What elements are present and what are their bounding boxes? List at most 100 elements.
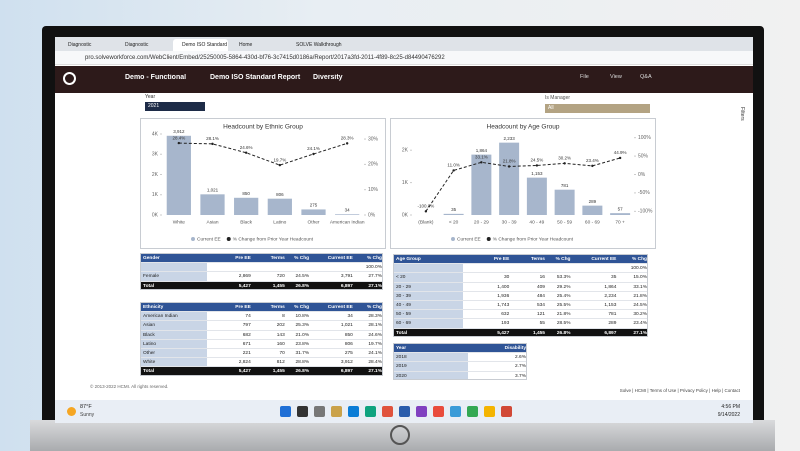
bar-label: 806 bbox=[276, 192, 284, 197]
table-cell bbox=[462, 264, 512, 274]
temperature: 87°F bbox=[80, 404, 92, 410]
table-cell bbox=[286, 263, 312, 273]
taskbar-icon bbox=[450, 406, 461, 417]
table-cell: White bbox=[141, 358, 207, 368]
x-tick-label: < 20 bbox=[449, 219, 459, 225]
table-cell: 2.7% bbox=[467, 362, 526, 372]
table-cell: 24.5% bbox=[618, 301, 647, 311]
table-cell: 682 bbox=[206, 330, 253, 340]
point-label: 23.4% bbox=[586, 158, 599, 163]
bar-label: 2,233 bbox=[503, 136, 515, 141]
bar-label: 34 bbox=[345, 207, 351, 212]
table-cell: 28.3% bbox=[354, 312, 382, 322]
table-cell: 10.8% bbox=[286, 312, 312, 322]
legend-swatch bbox=[451, 237, 455, 241]
table-cell: 29.2% bbox=[547, 282, 573, 292]
table-cell: 1,455 bbox=[252, 367, 287, 375]
table-cell: 50 - 59 bbox=[394, 310, 463, 320]
line-point bbox=[480, 161, 483, 164]
table-cell: 24.1% bbox=[354, 349, 382, 359]
legend-label: % Change from Prior Year Headcount bbox=[233, 236, 314, 242]
bar bbox=[301, 209, 326, 215]
year-dropdown[interactable]: 2021 bbox=[145, 102, 205, 111]
line-point bbox=[535, 164, 539, 167]
menu-item[interactable]: Q&A bbox=[640, 74, 652, 80]
menu-item[interactable]: File bbox=[580, 74, 589, 80]
table-header: % Chg bbox=[354, 303, 382, 313]
bar bbox=[610, 213, 631, 215]
point-label: 30.2% bbox=[558, 156, 571, 161]
bar bbox=[526, 177, 547, 215]
table-cell: 70 bbox=[252, 349, 287, 359]
table-cell: 30.2% bbox=[618, 310, 647, 320]
y2-tick-label: 20% bbox=[368, 162, 379, 168]
table-cell: 6,897 bbox=[311, 367, 355, 375]
chart-title: Headcount by Age Group bbox=[487, 124, 560, 131]
footer-links[interactable]: Solve | HCMI | Terms of Use | Privacy Po… bbox=[619, 388, 740, 393]
table-cell: 26.8% bbox=[547, 328, 573, 336]
taskbar-icon bbox=[365, 406, 376, 417]
table-cell: 16 bbox=[511, 273, 547, 283]
manager-dropdown[interactable]: All bbox=[545, 104, 650, 113]
legend-label: Current EE bbox=[457, 236, 481, 242]
line-point bbox=[618, 156, 622, 160]
browser-tab[interactable]: Demo ISO Standard Report bbox=[173, 39, 228, 51]
x-tick-label: 70 + bbox=[615, 219, 625, 225]
taskbar-icon bbox=[348, 406, 359, 417]
browser-tab[interactable]: Diagnostic bbox=[116, 39, 171, 51]
browser-tab[interactable]: Home bbox=[230, 39, 285, 51]
table-cell: 3.7% bbox=[467, 371, 526, 379]
browser-tab[interactable]: SOLVE Walkthrough Video bbox=[287, 39, 342, 51]
y-tick-label: 0K bbox=[152, 212, 159, 218]
table: Age Group Pre EE Terms% Chg Current EE% Chg… bbox=[393, 254, 648, 337]
chart-title: Headcount by Ethnic Group bbox=[223, 124, 303, 131]
table-cell bbox=[252, 263, 287, 273]
y2-tick-label: 0% bbox=[368, 212, 376, 218]
table-cell: 24.6% bbox=[354, 330, 382, 340]
table-cell bbox=[141, 263, 207, 273]
table-header: Pre EE bbox=[462, 255, 512, 265]
table: Ethnicity Pre EE Terms% Chg Current EE% Chg… bbox=[140, 302, 383, 376]
table-cell: 24.5% bbox=[286, 272, 312, 282]
table-cell: 21.0% bbox=[286, 330, 312, 340]
bar bbox=[499, 142, 520, 215]
x-tick-label: 50 - 59 bbox=[557, 219, 572, 225]
line-point bbox=[177, 141, 181, 145]
table-header: % Chg bbox=[547, 255, 573, 265]
table-cell: 2,824 bbox=[206, 358, 253, 368]
bar-label: 1,021 bbox=[207, 188, 219, 193]
y-tick-label: 4K bbox=[152, 131, 159, 137]
workspace[interactable]: Demo - Functional bbox=[125, 74, 187, 81]
bar-label: 35 bbox=[451, 207, 457, 212]
menu-item[interactable]: View bbox=[610, 74, 622, 80]
report-name[interactable]: Demo ISO Standard Report bbox=[210, 74, 301, 81]
page-name[interactable]: Diversity bbox=[313, 74, 343, 81]
line-point bbox=[312, 152, 315, 156]
table-cell: 2,234 bbox=[572, 291, 619, 301]
y-tick-label: 1K bbox=[152, 192, 159, 198]
url[interactable]: pro.solveworkforce.com/WebClient/Embed/2… bbox=[85, 55, 445, 61]
point-label: 28.3% bbox=[341, 136, 354, 141]
table-cell: 26.8% bbox=[286, 367, 312, 375]
table-cell: Other bbox=[141, 349, 207, 359]
table: Year Disability 2018 2.6% 2019 2.7% 2020 3.7% bbox=[393, 343, 527, 380]
bar bbox=[200, 194, 225, 215]
line-point bbox=[278, 163, 282, 167]
table-cell: 27.1% bbox=[618, 328, 647, 336]
table-cell: 5,427 bbox=[462, 328, 512, 336]
table-header: % Chg bbox=[354, 254, 382, 264]
filters-pane[interactable]: Filters bbox=[739, 107, 745, 121]
x-tick-label: Black bbox=[240, 219, 252, 225]
table-cell bbox=[311, 263, 355, 273]
table-cell: 3,912 bbox=[311, 358, 355, 368]
bar bbox=[267, 198, 292, 215]
table-cell: 193 bbox=[462, 319, 512, 329]
browser-tab[interactable]: Diagnostic bbox=[59, 39, 114, 51]
x-tick-label: 20 - 29 bbox=[474, 219, 489, 225]
table-cell: American Indian bbox=[141, 312, 207, 322]
table-cell: 671 bbox=[206, 339, 253, 349]
line-point bbox=[244, 151, 248, 154]
address-bar: pro.solveworkforce.com/WebClient/Embed/2… bbox=[55, 51, 753, 65]
point-label: -100.0% bbox=[417, 204, 434, 209]
